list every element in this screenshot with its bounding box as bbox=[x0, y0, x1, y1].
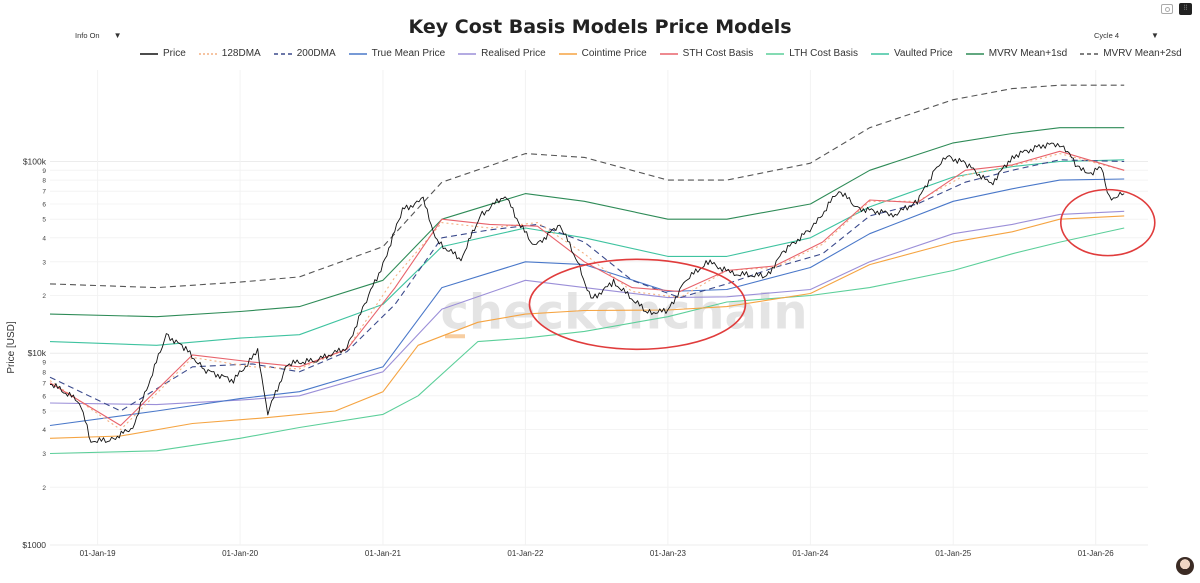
legend-swatch bbox=[558, 52, 577, 55]
legend-swatch bbox=[198, 52, 217, 55]
info-toggle-label: Info On bbox=[75, 31, 100, 40]
y-minor-tick-label: 5 bbox=[42, 217, 46, 224]
series-line-sth-cost-basis bbox=[49, 150, 1125, 427]
x-tick-label: 01-Jan-20 bbox=[222, 549, 259, 558]
annotation-ellipse-bear-lows bbox=[528, 258, 747, 351]
legend-item-realised-price[interactable]: Realised Price bbox=[458, 48, 546, 59]
legend-item-true-mean-price[interactable]: True Mean Price bbox=[348, 48, 446, 59]
chevron-down-icon: ▼ bbox=[113, 31, 122, 40]
legend-item-200dma[interactable]: 200DMA bbox=[273, 48, 336, 59]
watermark-text: checkonchain bbox=[440, 284, 807, 340]
x-tick-label: 01-Jan-25 bbox=[935, 549, 972, 558]
y-minor-tick-label: 2 bbox=[42, 293, 46, 300]
series-line-mvrv-mean-1sd bbox=[49, 127, 1125, 318]
legend-swatch bbox=[659, 52, 678, 55]
y-minor-tick-label: 6 bbox=[42, 393, 46, 400]
series-line-true-mean-price bbox=[49, 178, 1125, 427]
legend-label: MVRV Mean+1sd bbox=[988, 48, 1068, 59]
legend-item-sth-cost-basis[interactable]: STH Cost Basis bbox=[659, 48, 754, 59]
series-line-cointime-price bbox=[49, 215, 1125, 439]
legend-label: True Mean Price bbox=[371, 48, 446, 59]
x-tick-label: 01-Jan-22 bbox=[507, 549, 544, 558]
x-tick-label: 01-Jan-26 bbox=[1078, 549, 1115, 558]
info-toggle-dropdown[interactable]: Info On ▼ bbox=[75, 31, 122, 40]
annotation-ellipse-current bbox=[1059, 188, 1156, 257]
y-minor-tick-label: 5 bbox=[42, 408, 46, 415]
legend-swatch bbox=[348, 52, 367, 55]
legend-label: STH Cost Basis bbox=[682, 48, 754, 59]
legend-swatch bbox=[870, 52, 889, 55]
y-tick-label: $1000 bbox=[22, 540, 46, 550]
y-minor-tick-label: 2 bbox=[42, 485, 46, 492]
y-minor-tick-label: 8 bbox=[42, 178, 46, 185]
legend-item-mvrv-mean-2sd[interactable]: MVRV Mean+2sd bbox=[1080, 48, 1182, 59]
x-tick-label: 01-Jan-19 bbox=[80, 549, 117, 558]
legend-swatch bbox=[458, 52, 477, 55]
legend-item-mvrv-mean-1sd[interactable]: MVRV Mean+1sd bbox=[965, 48, 1068, 59]
x-tick-label: 01-Jan-21 bbox=[365, 549, 402, 558]
y-tick-label: $10k bbox=[28, 348, 47, 358]
y-minor-tick-label: 3 bbox=[42, 259, 46, 266]
y-minor-tick-label: 4 bbox=[42, 427, 46, 434]
y-minor-tick-label: 9 bbox=[42, 360, 46, 367]
legend-label: LTH Cost Basis bbox=[789, 48, 858, 59]
legend-label: 128DMA bbox=[221, 48, 261, 59]
legend-label: Realised Price bbox=[481, 48, 546, 59]
chart-title: Key Cost Basis Models Price Models bbox=[408, 16, 792, 38]
x-tick-label: 01-Jan-24 bbox=[792, 549, 829, 558]
legend-label: Cointime Price bbox=[581, 48, 647, 59]
y-minor-tick-label: 9 bbox=[42, 168, 46, 175]
legend-item-128dma[interactable]: 128DMA bbox=[198, 48, 261, 59]
legend-label: 200DMA bbox=[296, 48, 336, 59]
x-tick-label: 01-Jan-23 bbox=[650, 549, 687, 558]
legend-swatch bbox=[1080, 52, 1099, 55]
modebar: ⫶⫶ bbox=[1161, 3, 1192, 15]
legend-item-cointime-price[interactable]: Cointime Price bbox=[558, 48, 647, 59]
legend-item-vaulted-price[interactable]: Vaulted Price bbox=[870, 48, 953, 59]
legend-swatch bbox=[273, 52, 292, 55]
series-line-lth-cost-basis bbox=[49, 227, 1125, 455]
cycle-label: Cycle 4 bbox=[1094, 31, 1120, 40]
legend-swatch bbox=[965, 52, 984, 55]
y-minor-tick-label: 4 bbox=[42, 235, 46, 242]
y-minor-tick-label: 7 bbox=[42, 189, 46, 196]
legend-swatch bbox=[140, 52, 158, 55]
y-minor-tick-label: 6 bbox=[42, 202, 46, 209]
plotly-logo-icon[interactable]: ⫶⫶ bbox=[1179, 3, 1192, 15]
series-line-price bbox=[49, 142, 1125, 443]
avatar bbox=[1176, 557, 1194, 575]
y-minor-tick-label: 7 bbox=[42, 380, 46, 387]
legend-item-lth-cost-basis[interactable]: LTH Cost Basis bbox=[766, 48, 858, 59]
legend-label: Vaulted Price bbox=[893, 48, 953, 59]
cycle-dropdown[interactable]: Cycle 4 ▼ bbox=[1094, 31, 1159, 40]
legend-item-price[interactable]: Price bbox=[140, 48, 186, 59]
y-minor-tick-label: 8 bbox=[42, 369, 46, 376]
watermark-accent bbox=[445, 334, 465, 339]
y-axis-title: Price [USD] bbox=[6, 321, 17, 373]
camera-icon[interactable] bbox=[1161, 4, 1173, 14]
legend: Price 128DMA 200DMA True Mean Price Realised… bbox=[140, 48, 1182, 59]
legend-swatch bbox=[766, 52, 785, 55]
chevron-down-icon: ▼ bbox=[1151, 31, 1159, 40]
series-line-mvrv-mean-2sd bbox=[49, 84, 1125, 289]
series-line-200dma bbox=[49, 159, 1125, 412]
legend-label: Price bbox=[163, 48, 186, 59]
y-tick-label: $100k bbox=[23, 156, 47, 166]
legend-label: MVRV Mean+2sd bbox=[1103, 48, 1182, 59]
series-line-128dma bbox=[49, 153, 1125, 431]
y-minor-tick-label: 3 bbox=[42, 451, 46, 458]
